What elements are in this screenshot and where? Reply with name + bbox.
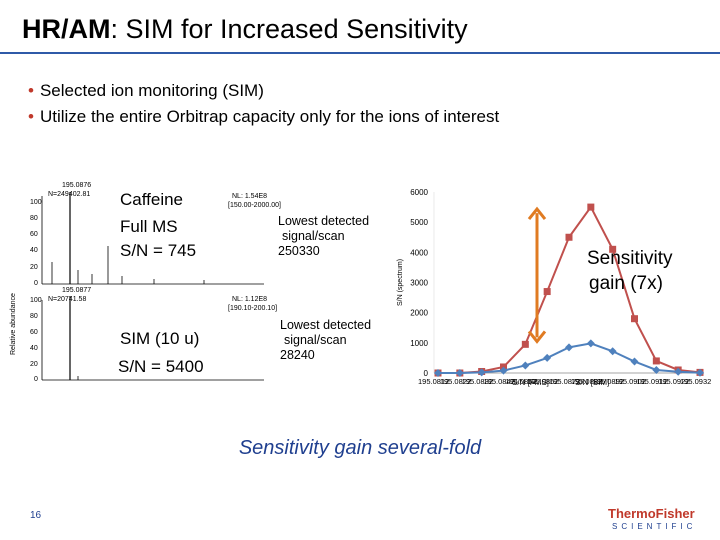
top-ytick: 20: [30, 264, 38, 271]
data-point: [630, 357, 639, 366]
legend-label: S/N [FMS]: [512, 378, 549, 387]
x-tick-label: 195.0862: [527, 377, 558, 386]
y-tick-label: 4000: [410, 248, 428, 257]
bullet-item: • Utilize the entire Orbitrap capacity on…: [28, 107, 500, 126]
data-point: [586, 339, 595, 348]
x-tick-label: 195.0912: [636, 377, 667, 386]
y-tick-label: 3000: [410, 279, 428, 288]
x-tick-label: 195.0832: [462, 377, 493, 386]
bottom-ytick: 80: [30, 313, 38, 320]
data-point: [631, 315, 638, 323]
data-point: [434, 369, 442, 377]
y-axis-label: Relative abundance: [10, 293, 17, 355]
x-tick-label: 195.0842: [484, 377, 515, 386]
data-point: [696, 368, 704, 377]
spectra-figure: [41, 192, 264, 381]
gain-label: Sensitivity gain (7x): [587, 248, 673, 294]
title-rule: [0, 52, 720, 54]
y-axis-title: S/N (spectrum): [397, 259, 404, 306]
data-point: [674, 367, 683, 376]
top-note: Lowest detected signal/scan 250330: [278, 214, 370, 258]
x-tick-label: 195.0892: [593, 377, 624, 386]
page-number: 16: [30, 510, 42, 521]
data-point: [609, 245, 617, 253]
x-tick-label: 195.0922: [658, 377, 689, 386]
sim-label: SIM (10 u): [120, 329, 200, 348]
data-point: [652, 357, 660, 365]
bottom-range: [190.10-200.10]: [228, 305, 278, 312]
top-ytick: 0: [34, 280, 38, 287]
slide-subtitle: Sensitivity gain several-fold: [238, 437, 482, 459]
data-point: [587, 203, 595, 211]
data-point: [499, 366, 508, 375]
data-point: [652, 365, 661, 374]
bullet-list: • Selected ion monitoring (SIM) • Utilize …: [28, 78, 499, 130]
bottom-ytick: 40: [30, 345, 38, 352]
x-tick-label: 195.0812: [418, 377, 449, 386]
data-point: [543, 288, 551, 296]
bottom-note: Lowest detected signal/scan 28240: [280, 318, 372, 362]
legend-label: S/N [SIM]: [575, 378, 609, 387]
y-tick-label: 2000: [410, 309, 428, 318]
x-tick-label: 195.0872: [549, 377, 580, 386]
page-title: HR/AM: SIM for Increased Sensitivity: [22, 14, 468, 44]
data-point: [521, 340, 529, 348]
brand-logo-sub: SCIENTIFIC: [612, 522, 697, 531]
fullms-sn: S/N = 745: [120, 241, 197, 260]
bottom-ytick: 20: [30, 361, 38, 368]
data-point: [565, 233, 573, 241]
data-point: [455, 369, 464, 377]
data-point: [477, 368, 486, 377]
y-tick-label: 1000: [410, 339, 428, 348]
bottom-ytick: 0: [34, 376, 38, 383]
data-point: [543, 353, 552, 362]
sim-sn: S/N = 5400: [118, 357, 204, 376]
top-nl: NL: 1.54E8: [232, 193, 268, 200]
top-ytick: 100: [30, 199, 42, 206]
top-peak-n: N=249402.81: [48, 191, 91, 198]
bottom-peak-mz: 195.0877: [62, 287, 92, 294]
top-ytick: 60: [30, 231, 38, 238]
gain-arrow-head: [527, 330, 547, 344]
bullet-item: • Selected ion monitoring (SIM): [28, 81, 264, 100]
brand-logo: ThermoFisher: [608, 506, 695, 521]
compound-name: Caffeine: [120, 190, 184, 209]
fullms-label: Full MS: [120, 217, 178, 236]
x-tick-label: 195.0822: [440, 377, 471, 386]
x-tick-label: 195.0902: [615, 377, 646, 386]
bottom-nl: NL: 1.12E8: [232, 296, 268, 303]
sn-chart: S/N (spectrum) 0 1000 2000 3000 4000 5000 6000 1…: [397, 188, 711, 387]
top-peak-mz: 195.0876: [62, 182, 92, 189]
x-tick-label: 195.0882: [571, 377, 602, 386]
y-tick-label: 6000: [410, 188, 428, 197]
top-ytick: 40: [30, 247, 38, 254]
data-point: [608, 347, 617, 356]
data-point: [521, 361, 530, 370]
x-tick-label: 195.0852: [505, 377, 536, 386]
top-ytick: 80: [30, 215, 38, 222]
x-tick-label: 195.0932: [680, 377, 711, 386]
gain-arrow-head: [527, 206, 547, 221]
bottom-ytick: 100: [30, 297, 42, 304]
y-tick-label: 0: [424, 369, 429, 378]
bottom-ytick: 60: [30, 329, 38, 336]
y-tick-label: 5000: [410, 218, 428, 227]
bottom-peak-n: N=20741.58: [48, 296, 87, 303]
top-range: [150.00-2000.00]: [228, 202, 281, 209]
data-point: [565, 343, 573, 352]
